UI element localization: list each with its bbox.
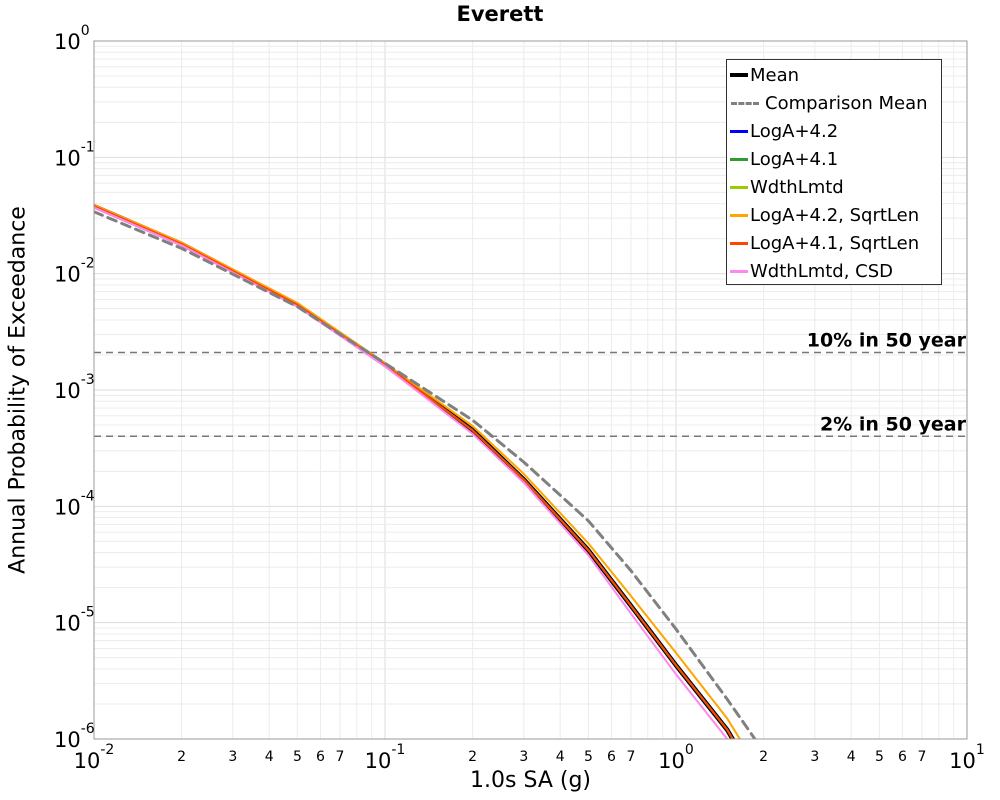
chart-title: Everett — [456, 2, 544, 26]
x-minor-tick-label: 5 — [875, 749, 884, 765]
series-line — [94, 205, 734, 739]
series-lines — [94, 203, 757, 739]
legend-label: WdthLmtd, CSD — [750, 260, 894, 282]
legend-label: Comparison Mean — [765, 92, 928, 114]
y-tick-label: 10-4 — [54, 488, 95, 519]
series-line — [94, 206, 729, 739]
legend-item: LogA+4.1 — [727, 145, 838, 173]
legend-swatch — [730, 241, 748, 245]
legend-label: LogA+4.2, SqrtLen — [750, 204, 920, 226]
legend-item: LogA+4.2 — [727, 117, 838, 145]
legend: Mean Comparison Mean LogA+4.2 LogA+4.1 WdthL… — [726, 59, 942, 285]
x-minor-tick-label: 3 — [228, 749, 237, 765]
x-minor-tick-label: 7 — [335, 749, 344, 765]
series-line — [94, 205, 734, 739]
series-line — [94, 210, 757, 739]
x-axis-label: 1.0s SA (g) — [470, 768, 591, 793]
x-minor-tick-label: 2 — [468, 749, 477, 765]
y-tick-label: 10-3 — [54, 372, 95, 403]
legend-swatch — [731, 101, 759, 105]
reference-lines: 10% in 50 year 2% in 50 year — [94, 330, 967, 438]
x-minor-tick-label: 2 — [177, 749, 186, 765]
legend-swatch — [730, 185, 748, 189]
y-tick-label: 10-5 — [54, 605, 95, 636]
legend-swatch — [730, 269, 748, 273]
legend-label: LogA+4.1 — [750, 148, 839, 170]
reference-line-label: 10% in 50 year — [807, 330, 967, 352]
legend-swatch — [730, 73, 748, 77]
y-tick-label: 10-1 — [54, 139, 95, 170]
legend-label: Mean — [750, 64, 800, 86]
x-minor-tick-label: 7 — [626, 749, 635, 765]
y-axis-label: Annual Probability of Exceedance — [5, 206, 31, 574]
plot-frame — [93, 40, 968, 740]
legend-label: LogA+4.2 — [750, 120, 839, 142]
y-tick-label: 10-2 — [54, 256, 95, 287]
grid — [93, 41, 967, 740]
x-minor-tick-label: 4 — [265, 749, 274, 765]
y-tick-label: 10-6 — [54, 721, 95, 752]
x-tick-label: 10-1 — [365, 742, 406, 773]
legend-item: LogA+4.2, SqrtLen — [727, 201, 919, 229]
x-minor-tick-label: 4 — [556, 749, 565, 765]
x-minor-tick-label: 6 — [898, 749, 907, 765]
x-minor-tick-label: 2 — [759, 749, 768, 765]
x-tick-label: 100 — [658, 742, 694, 773]
legend-label: WdthLmtd — [750, 176, 844, 198]
y-tick-label: 100 — [54, 23, 90, 54]
x-minor-tick-label: 4 — [847, 749, 856, 765]
legend-item: Mean — [727, 61, 799, 89]
reference-line-label: 2% in 50 year — [820, 413, 967, 435]
legend-swatch — [730, 157, 748, 161]
x-minor-tick-label: 6 — [316, 749, 325, 765]
series-line — [94, 205, 734, 739]
x-minor-tick-label: 5 — [584, 749, 593, 765]
series-line — [94, 205, 734, 739]
x-minor-tick-label: 6 — [607, 749, 616, 765]
x-tick-label: 101 — [949, 742, 985, 773]
legend-item: LogA+4.1, SqrtLen — [727, 229, 919, 257]
x-tick-label: 10-2 — [74, 742, 115, 773]
series-line — [94, 203, 742, 739]
x-minor-tick-label: 3 — [519, 749, 528, 765]
legend-label: LogA+4.1, SqrtLen — [750, 232, 920, 254]
legend-item: WdthLmtd — [727, 173, 844, 201]
legend-swatch — [730, 213, 748, 217]
x-minor-tick-label: 3 — [810, 749, 819, 765]
x-minor-tick-label: 5 — [293, 749, 302, 765]
series-line — [94, 203, 736, 739]
legend-swatch — [730, 129, 748, 133]
x-minor-tick-label: 7 — [917, 749, 926, 765]
legend-item: WdthLmtd, CSD — [727, 257, 893, 285]
legend-item: Comparison Mean — [727, 89, 928, 117]
